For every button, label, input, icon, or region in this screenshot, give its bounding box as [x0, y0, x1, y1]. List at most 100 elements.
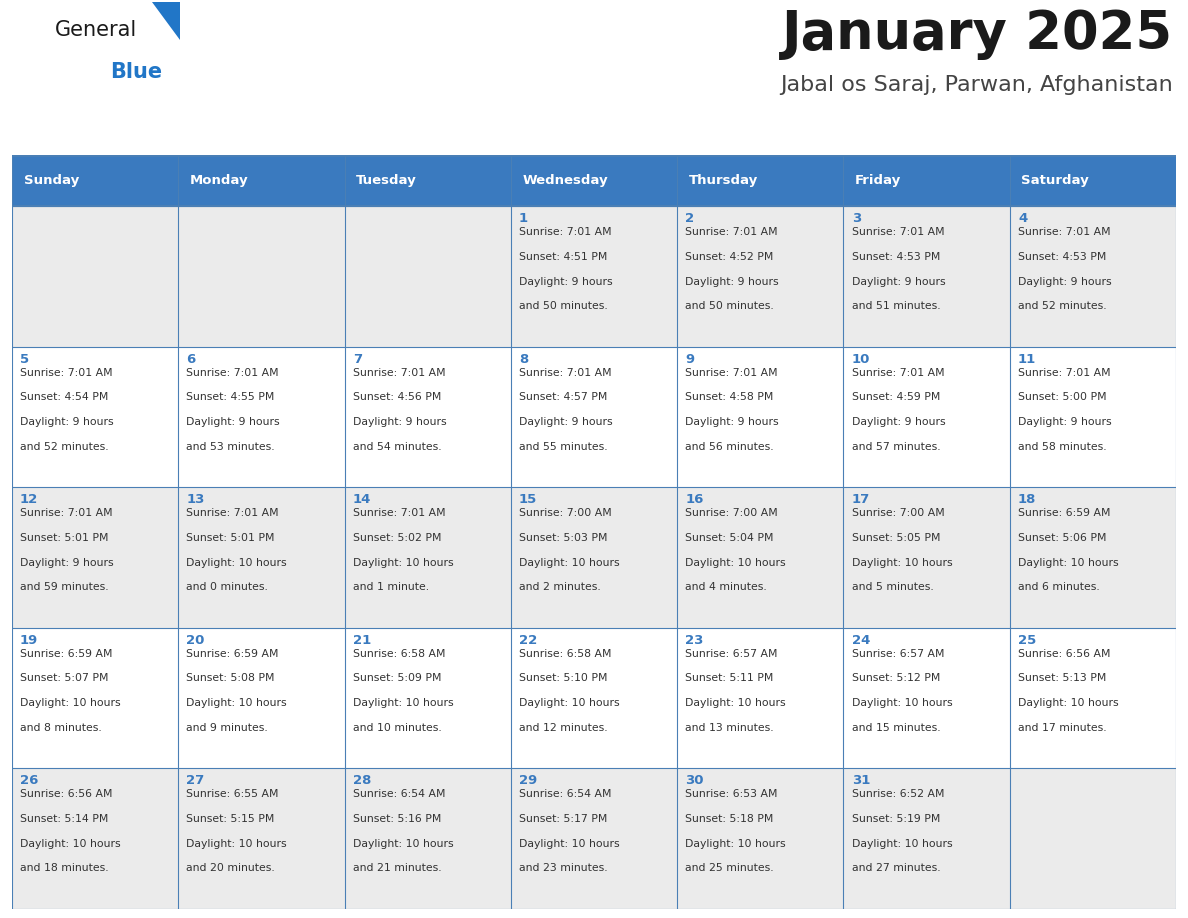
Text: Sunrise: 6:59 AM: Sunrise: 6:59 AM	[187, 649, 279, 659]
Text: 23: 23	[685, 633, 703, 647]
Text: Daylight: 9 hours: Daylight: 9 hours	[852, 417, 946, 427]
Text: Sunset: 4:59 PM: Sunset: 4:59 PM	[852, 393, 940, 402]
Text: Sunrise: 6:58 AM: Sunrise: 6:58 AM	[519, 649, 612, 659]
Text: Sunset: 5:09 PM: Sunset: 5:09 PM	[353, 674, 441, 684]
Bar	[345, 487, 511, 628]
Text: and 18 minutes.: and 18 minutes.	[20, 863, 108, 873]
Text: Daylight: 10 hours: Daylight: 10 hours	[1018, 698, 1119, 708]
Text: Daylight: 10 hours: Daylight: 10 hours	[852, 839, 953, 848]
Bar	[345, 207, 511, 347]
Text: and 8 minutes.: and 8 minutes.	[20, 722, 102, 733]
Text: 8: 8	[519, 353, 529, 365]
Bar	[677, 768, 843, 909]
Bar	[12, 768, 178, 909]
Text: Sunrise: 6:56 AM: Sunrise: 6:56 AM	[1018, 649, 1111, 659]
Text: 21: 21	[353, 633, 371, 647]
Bar	[178, 347, 345, 487]
Bar	[511, 155, 677, 207]
Text: Daylight: 10 hours: Daylight: 10 hours	[353, 557, 454, 567]
Text: Sunrise: 6:59 AM: Sunrise: 6:59 AM	[1018, 509, 1111, 519]
Text: Daylight: 9 hours: Daylight: 9 hours	[519, 276, 613, 286]
Text: 26: 26	[20, 775, 38, 788]
Bar	[12, 487, 178, 628]
Text: General: General	[55, 20, 138, 40]
Text: Sunrise: 7:01 AM: Sunrise: 7:01 AM	[1018, 228, 1111, 238]
Text: Sunrise: 6:55 AM: Sunrise: 6:55 AM	[187, 789, 279, 800]
Text: Daylight: 10 hours: Daylight: 10 hours	[519, 698, 620, 708]
Text: and 51 minutes.: and 51 minutes.	[852, 301, 940, 311]
Text: Sunrise: 6:56 AM: Sunrise: 6:56 AM	[20, 789, 113, 800]
Bar	[178, 487, 345, 628]
Text: and 59 minutes.: and 59 minutes.	[20, 582, 108, 592]
Text: Sunrise: 6:57 AM: Sunrise: 6:57 AM	[685, 649, 778, 659]
Text: Sunset: 5:07 PM: Sunset: 5:07 PM	[20, 674, 108, 684]
Text: and 21 minutes.: and 21 minutes.	[353, 863, 441, 873]
Text: Sunrise: 7:01 AM: Sunrise: 7:01 AM	[519, 228, 612, 238]
Text: and 1 minute.: and 1 minute.	[353, 582, 429, 592]
Text: Thursday: Thursday	[689, 174, 758, 187]
Text: Sunrise: 6:59 AM: Sunrise: 6:59 AM	[20, 649, 113, 659]
Bar	[345, 347, 511, 487]
Text: Sunrise: 7:01 AM: Sunrise: 7:01 AM	[353, 509, 446, 519]
Text: Daylight: 10 hours: Daylight: 10 hours	[353, 698, 454, 708]
Text: Sunset: 5:10 PM: Sunset: 5:10 PM	[519, 674, 607, 684]
Bar	[677, 347, 843, 487]
Bar	[12, 628, 178, 768]
Text: Sunrise: 6:52 AM: Sunrise: 6:52 AM	[852, 789, 944, 800]
Bar	[1010, 155, 1176, 207]
Bar	[677, 207, 843, 347]
Text: Daylight: 9 hours: Daylight: 9 hours	[685, 276, 779, 286]
Text: Sunrise: 7:01 AM: Sunrise: 7:01 AM	[852, 368, 944, 378]
Text: 27: 27	[187, 775, 204, 788]
Text: Sunrise: 7:00 AM: Sunrise: 7:00 AM	[519, 509, 612, 519]
Bar	[178, 207, 345, 347]
Text: and 2 minutes.: and 2 minutes.	[519, 582, 601, 592]
Text: and 10 minutes.: and 10 minutes.	[353, 722, 442, 733]
Text: and 54 minutes.: and 54 minutes.	[353, 442, 441, 452]
Text: Sunset: 5:17 PM: Sunset: 5:17 PM	[519, 814, 607, 824]
Text: Sunset: 4:58 PM: Sunset: 4:58 PM	[685, 393, 773, 402]
Text: 12: 12	[20, 493, 38, 507]
Bar	[511, 628, 677, 768]
Text: Sunrise: 7:00 AM: Sunrise: 7:00 AM	[685, 509, 778, 519]
Text: Sunset: 4:56 PM: Sunset: 4:56 PM	[353, 393, 441, 402]
Text: Saturday: Saturday	[1022, 174, 1089, 187]
Text: and 55 minutes.: and 55 minutes.	[519, 442, 607, 452]
Text: and 50 minutes.: and 50 minutes.	[685, 301, 775, 311]
Text: 10: 10	[852, 353, 870, 365]
Bar	[345, 768, 511, 909]
Bar	[178, 768, 345, 909]
Bar	[677, 628, 843, 768]
Text: and 27 minutes.: and 27 minutes.	[852, 863, 940, 873]
Text: 1: 1	[519, 212, 529, 225]
Bar	[677, 487, 843, 628]
Bar	[843, 155, 1010, 207]
Text: and 58 minutes.: and 58 minutes.	[1018, 442, 1106, 452]
Bar	[511, 347, 677, 487]
Bar	[1010, 207, 1176, 347]
Bar	[511, 487, 677, 628]
Bar	[1010, 768, 1176, 909]
Text: and 5 minutes.: and 5 minutes.	[852, 582, 934, 592]
Text: Daylight: 10 hours: Daylight: 10 hours	[685, 698, 786, 708]
Text: Wednesday: Wednesday	[523, 174, 608, 187]
Text: 24: 24	[852, 633, 870, 647]
Text: Sunrise: 7:01 AM: Sunrise: 7:01 AM	[685, 228, 778, 238]
Text: January 2025: January 2025	[782, 8, 1173, 60]
Text: Daylight: 10 hours: Daylight: 10 hours	[187, 698, 287, 708]
Text: and 12 minutes.: and 12 minutes.	[519, 722, 607, 733]
Text: Daylight: 9 hours: Daylight: 9 hours	[20, 417, 114, 427]
Text: 14: 14	[353, 493, 371, 507]
Text: 30: 30	[685, 775, 703, 788]
Text: and 13 minutes.: and 13 minutes.	[685, 722, 773, 733]
Text: Monday: Monday	[190, 174, 248, 187]
Text: Daylight: 10 hours: Daylight: 10 hours	[685, 839, 786, 848]
Bar	[677, 155, 843, 207]
Text: Sunset: 4:53 PM: Sunset: 4:53 PM	[852, 252, 940, 262]
Bar	[843, 628, 1010, 768]
Text: Sunrise: 7:01 AM: Sunrise: 7:01 AM	[187, 368, 279, 378]
Bar	[12, 347, 178, 487]
Bar	[1010, 347, 1176, 487]
Text: 4: 4	[1018, 212, 1028, 225]
Text: Daylight: 9 hours: Daylight: 9 hours	[353, 417, 447, 427]
